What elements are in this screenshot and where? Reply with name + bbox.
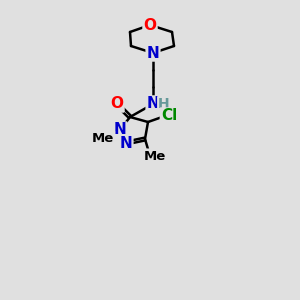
Text: Cl: Cl: [161, 109, 177, 124]
Text: H: H: [158, 97, 170, 111]
Text: Me: Me: [144, 149, 166, 163]
Text: N: N: [147, 46, 159, 61]
Text: N: N: [120, 136, 132, 151]
Text: Me: Me: [92, 131, 114, 145]
Text: N: N: [114, 122, 126, 137]
Text: N: N: [147, 97, 159, 112]
Text: O: O: [110, 97, 124, 112]
Text: O: O: [143, 17, 157, 32]
